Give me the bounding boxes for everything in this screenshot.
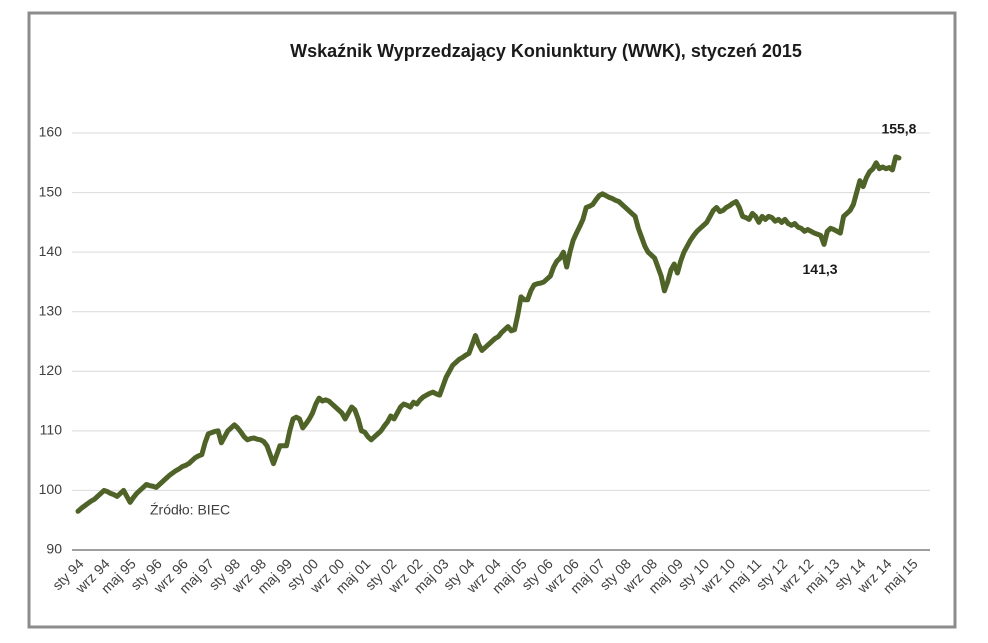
data-label: 155,8: [881, 121, 916, 137]
y-tick-label: 130: [39, 302, 63, 318]
y-tick-label: 90: [46, 541, 62, 557]
chart-title: Wskaźnik Wyprzedzający Koniunktury (WWK)…: [290, 41, 802, 61]
y-tick-label: 110: [40, 422, 63, 438]
source-note: Źródło: BIEC: [150, 502, 230, 518]
y-tick-label: 100: [39, 481, 63, 497]
y-tick-label: 140: [39, 243, 63, 259]
data-line: [75, 154, 902, 514]
data-label: 141,3: [803, 261, 838, 277]
y-tick-label: 160: [39, 124, 63, 140]
y-tick-label: 150: [39, 183, 63, 199]
y-tick-label: 120: [39, 362, 63, 378]
chart-frame: [27, 11, 957, 629]
